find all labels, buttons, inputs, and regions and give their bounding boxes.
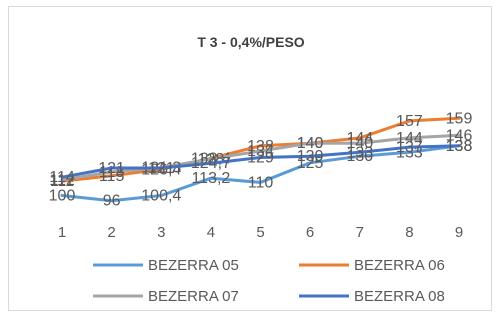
legend-item: BEZERRA 08: [299, 288, 445, 305]
data-label: 140: [297, 135, 324, 152]
chart-title: T 3 - 0,4%/PESO: [197, 34, 304, 50]
x-tick-label: 9: [455, 224, 463, 241]
data-label: 134: [247, 143, 274, 160]
legend-item: BEZERRA 06: [299, 257, 445, 274]
legend-item: BEZERRA 05: [93, 257, 239, 274]
chart-area: T 3 - 0,4%/PESO 100 96 100,4 113,2 110 125 130…: [8, 6, 492, 311]
data-label: 144: [396, 130, 423, 147]
legend-item: BEZERRA 07: [93, 288, 239, 305]
data-label: 157: [396, 113, 423, 130]
data-label: 113,2: [191, 170, 230, 187]
data-label: 114: [49, 169, 75, 186]
data-label: 137: [396, 139, 423, 156]
x-tick-label: 2: [107, 224, 115, 241]
data-label: 146: [446, 127, 473, 144]
legend-label: BEZERRA 06: [354, 257, 445, 274]
legend-label: BEZERRA 05: [148, 257, 239, 274]
data-label: 140: [346, 135, 373, 152]
chart-legend: BEZERRA 05 BEZERRA 06 BEZERRA 07 BEZERRA 08: [93, 257, 445, 305]
series-line: [60, 116, 461, 183]
series-bezerra-05: 100 96 100,4 113,2 110 125 130 133 138: [49, 138, 473, 210]
data-label: 110: [248, 174, 274, 191]
x-tick-label: 4: [207, 224, 215, 241]
data-label: 133: [346, 144, 373, 161]
data-label: 100: [49, 188, 76, 205]
x-tick-label: 1: [58, 224, 66, 241]
data-label: 129: [247, 150, 274, 167]
legend-label: BEZERRA 08: [354, 288, 445, 305]
x-tick-label: 3: [157, 224, 165, 241]
x-tick-label: 6: [306, 224, 314, 241]
legend-label: BEZERRA 07: [148, 288, 239, 305]
data-label: 130: [297, 148, 324, 165]
series-line: [60, 144, 461, 179]
series-bezerra-08: 114 121 121 124,7 129 130 133 137 138: [49, 138, 472, 186]
data-label: 124,7: [191, 155, 231, 172]
data-label: 121: [98, 160, 125, 177]
x-tick-label: 5: [256, 224, 264, 241]
series-line: [60, 144, 461, 203]
x-tick-label: 8: [405, 224, 413, 241]
data-label: 121: [148, 160, 175, 177]
data-label: 100,4: [141, 188, 181, 205]
data-label: 159: [446, 110, 473, 127]
series-line: [60, 133, 461, 182]
data-label: 96: [103, 193, 121, 210]
data-label: 138: [446, 138, 473, 155]
x-axis: 1 2 3 4 5 6 7 8 9: [58, 224, 463, 241]
data-label: 125: [297, 155, 324, 172]
x-tick-label: 7: [356, 224, 364, 241]
